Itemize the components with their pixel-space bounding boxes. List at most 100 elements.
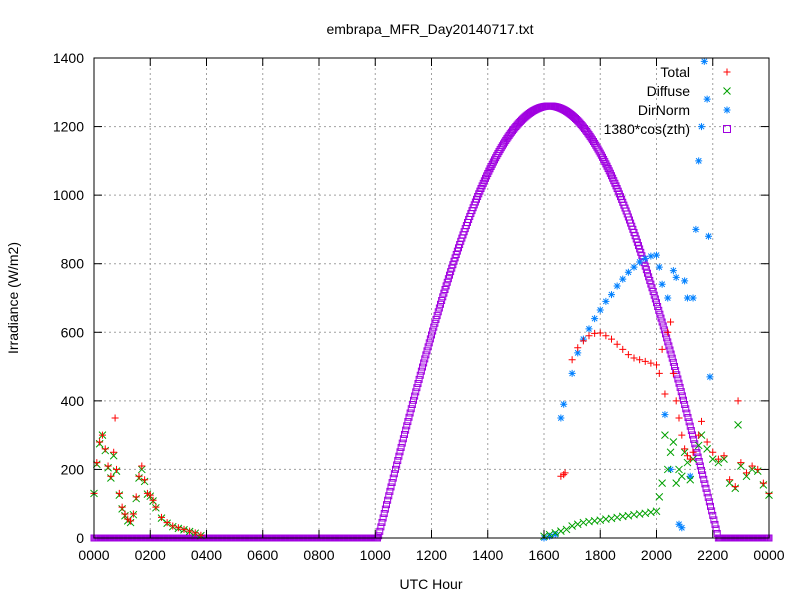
- data-point: [396, 448, 404, 456]
- x-tick-label: 1400: [472, 547, 503, 563]
- data-point: [672, 479, 681, 487]
- data-point: [668, 354, 676, 362]
- data-point: [653, 251, 660, 259]
- legend: Total Diffuse DirNorm 1380*cos(zth): [604, 64, 731, 137]
- axis-ticks: [93, 57, 770, 539]
- data-point: [383, 501, 390, 509]
- data-point: [398, 439, 406, 447]
- data-point: [653, 299, 660, 307]
- data-point: [486, 165, 494, 173]
- data-point: [641, 255, 649, 263]
- data-point: [705, 498, 713, 506]
- data-point: [419, 363, 426, 371]
- data-point: [482, 174, 489, 182]
- data-point: [96, 438, 104, 446]
- data-point: [444, 275, 452, 283]
- data-point: [437, 300, 444, 308]
- x-tick-label: 0800: [303, 547, 334, 563]
- data-point: [138, 462, 146, 470]
- data-point: [692, 225, 700, 233]
- data-point: [687, 427, 695, 435]
- data-point: [410, 396, 417, 404]
- data-point: [651, 295, 659, 303]
- data-point: [381, 505, 389, 513]
- data-point: [659, 322, 667, 330]
- data-point: [568, 522, 576, 530]
- data-point: [401, 430, 408, 438]
- data-point: [149, 496, 157, 504]
- data-point: [608, 291, 615, 299]
- data-point: [413, 384, 421, 392]
- data-point: [389, 474, 397, 482]
- data-point: [759, 479, 767, 487]
- y-tick-label: 0: [76, 530, 84, 546]
- data-point: [703, 445, 711, 453]
- data-point: [574, 344, 582, 352]
- y-tick-label: 1200: [53, 119, 84, 135]
- data-point: [605, 167, 613, 175]
- data-point: [698, 123, 705, 131]
- data-point: [711, 520, 719, 528]
- data-point: [708, 455, 717, 463]
- data-point: [158, 513, 165, 521]
- data-point: [561, 469, 569, 477]
- data-point: [675, 379, 683, 387]
- data-point: [703, 438, 711, 446]
- data-point: [666, 346, 674, 354]
- data-point: [404, 418, 412, 426]
- data-point: [432, 315, 440, 323]
- data-point: [186, 527, 194, 535]
- data-point: [669, 369, 677, 377]
- data-point: [709, 511, 717, 519]
- data-point: [630, 354, 638, 362]
- data-point: [557, 527, 565, 535]
- data-point: [434, 308, 442, 316]
- x-tick-label: 2000: [641, 547, 672, 563]
- data-point: [602, 297, 610, 305]
- data-point: [667, 350, 675, 358]
- data-point: [420, 359, 428, 367]
- data-point: [403, 422, 411, 430]
- data-point: [423, 347, 431, 355]
- data-point: [619, 345, 627, 353]
- data-point: [425, 339, 433, 347]
- data-point: [743, 469, 750, 477]
- data-point: [703, 489, 711, 497]
- y-tick-label: 800: [61, 256, 85, 272]
- data-point: [695, 157, 703, 165]
- series-total: [90, 318, 773, 539]
- data-point: [113, 465, 120, 473]
- data-point: [483, 172, 491, 180]
- data-point: [684, 413, 692, 421]
- data-point: [174, 524, 182, 532]
- data-point: [421, 355, 429, 363]
- data-point: [480, 177, 488, 185]
- data-point: [678, 431, 686, 439]
- data-point: [674, 375, 682, 383]
- data-point: [686, 475, 695, 484]
- data-point: [669, 358, 677, 366]
- data-point: [646, 276, 654, 284]
- data-point: [655, 369, 663, 377]
- data-point: [132, 493, 140, 501]
- data-point: [657, 314, 665, 322]
- data-point: [484, 169, 492, 177]
- data-point: [599, 153, 606, 161]
- data-point: [376, 527, 384, 535]
- data-point: [390, 470, 398, 478]
- data-point: [703, 95, 711, 103]
- data-point: [169, 522, 177, 530]
- data-point: [678, 524, 686, 532]
- data-point: [546, 532, 554, 540]
- data-point: [677, 472, 686, 481]
- data-point: [435, 304, 443, 312]
- data-point: [649, 287, 657, 295]
- legend-item: Total: [660, 64, 731, 80]
- data-point: [686, 455, 694, 463]
- data-point: [441, 286, 449, 294]
- x-tick-label: 0000: [78, 547, 109, 563]
- data-point: [683, 409, 691, 417]
- data-point: [433, 312, 441, 320]
- y-tick-label: 1000: [53, 187, 84, 203]
